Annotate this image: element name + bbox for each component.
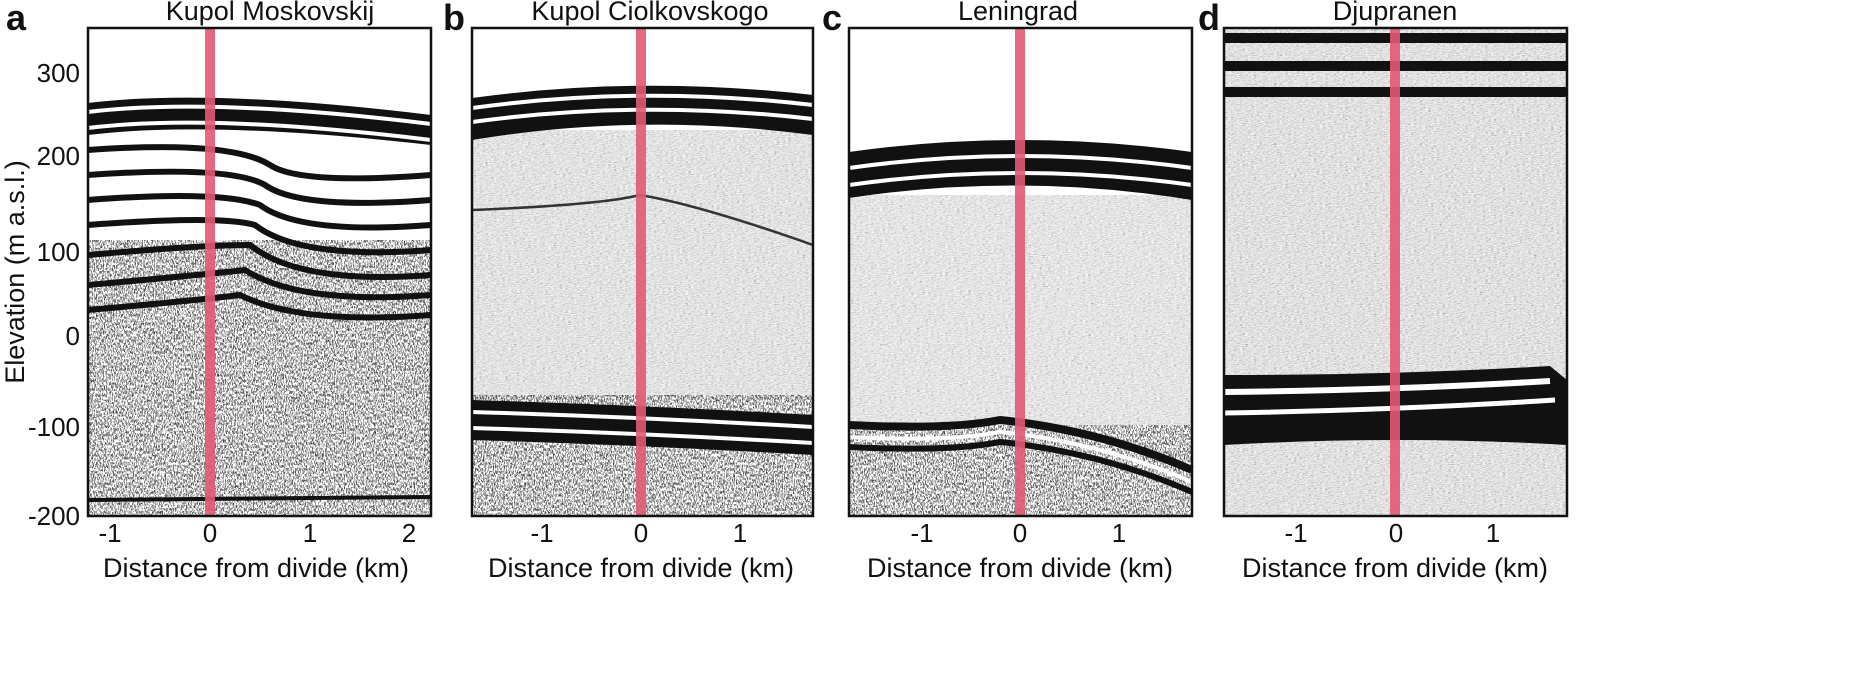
x-tick-label: 2 [402, 518, 416, 548]
x-axis-label: Distance from divide (km) [488, 553, 794, 583]
x-axis-label: Distance from divide (km) [867, 553, 1173, 583]
x-tick-label: -1 [910, 518, 933, 548]
divide-marker [1390, 28, 1400, 516]
plot-frame [470, 26, 815, 518]
x-tick-label: 0 [634, 518, 648, 548]
panel-letter: a [6, 0, 27, 38]
panel-letter: b [443, 0, 465, 38]
panel-c: c Leningrad -1 0 1 Distance from divide … [822, 0, 1194, 583]
divide-marker [1015, 28, 1025, 516]
x-axis-label: Distance from divide (km) [1242, 553, 1548, 583]
x-axis-label: Distance from divide (km) [103, 553, 409, 583]
divide-marker [205, 28, 215, 516]
x-tick-label: 1 [1486, 518, 1500, 548]
y-tick-label: 0 [66, 321, 80, 351]
plot-frame [1222, 26, 1569, 518]
panel-a: a Kupol Moskovskij -1 0 1 2 Distance fro… [6, 0, 433, 583]
x-tick-label: 0 [1013, 518, 1027, 548]
panel-title: Kupol Ciolkovskogo [531, 0, 768, 26]
panel-b: b Kupol Ciolkovskogo -1 0 1 Distance fro… [443, 0, 815, 583]
panel-d: d Djupranen -1 0 1 Distance from divide … [1198, 0, 1569, 583]
panel-title: Kupol Moskovskij [166, 0, 375, 26]
x-tick-label: -1 [1284, 518, 1307, 548]
plot-frame [86, 26, 433, 518]
x-tick-label: 0 [1389, 518, 1403, 548]
panel-title: Djupranen [1333, 0, 1458, 26]
x-tick-label: 1 [733, 518, 747, 548]
plot-frame [847, 26, 1194, 518]
y-tick-label: 300 [37, 58, 80, 88]
x-tick-label: 1 [1112, 518, 1126, 548]
x-tick-label: 0 [203, 518, 217, 548]
y-axis-ticks: 300 200 100 0 -100 -200 [28, 58, 95, 531]
divide-marker [636, 28, 646, 516]
y-axis-label: Elevation (m a.s.l.) [0, 160, 30, 384]
y-tick-label: -200 [28, 501, 80, 531]
panel-letter: d [1198, 0, 1220, 38]
x-tick-label: -1 [530, 518, 553, 548]
x-tick-label: 1 [303, 518, 317, 548]
y-tick-label: -100 [28, 412, 80, 442]
y-tick-label: 100 [37, 237, 80, 267]
x-tick-label: -1 [98, 518, 121, 548]
panel-letter: c [822, 0, 842, 38]
y-tick-label: 200 [37, 141, 80, 171]
panel-title: Leningrad [958, 0, 1078, 26]
